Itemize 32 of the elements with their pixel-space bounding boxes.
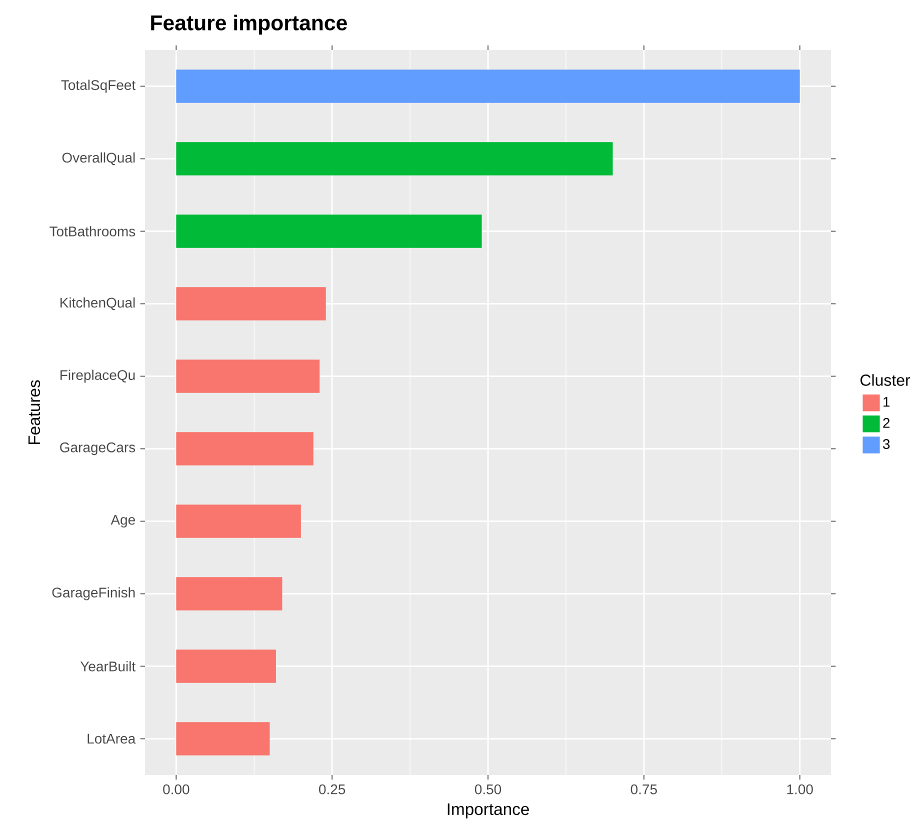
y-tick-label: OverallQual	[62, 152, 135, 166]
y-tick-label: LotArea	[88, 734, 136, 744]
legend-label: 3	[882, 439, 890, 450]
x-tick-label: 1.00	[787, 784, 813, 794]
y-tick-label: GarageCars	[60, 442, 136, 456]
bar	[176, 432, 314, 466]
y-tick-label: GarageFinish	[52, 587, 135, 600]
legend-label: 2	[883, 418, 890, 428]
legend-label: 1	[884, 397, 890, 407]
y-tick-label: TotBathrooms	[50, 226, 136, 236]
chart-title: Feature importance	[151, 14, 347, 35]
y-tick-label: TotalSqFeet	[61, 80, 136, 93]
bar	[176, 360, 320, 393]
x-tick-label: 0.50	[474, 784, 502, 794]
y-tick-label: KitchenQual	[60, 297, 135, 310]
y-tick-label: FireplaceQu	[60, 370, 135, 383]
x-tick-label: 0.75	[630, 784, 657, 794]
bar	[176, 287, 326, 320]
bar	[176, 142, 613, 176]
x-tick-label: 0.25	[319, 784, 346, 794]
bar	[176, 504, 301, 538]
bar	[176, 214, 482, 248]
x-tick-label: 0.00	[163, 784, 190, 794]
legend-title: Cluster	[860, 374, 910, 386]
y-axis-title: Features	[28, 380, 40, 444]
bar	[176, 70, 800, 103]
bar	[176, 650, 276, 683]
y-tick-label: Age	[110, 515, 135, 528]
x-axis-title: Importance	[448, 803, 529, 818]
bar	[176, 722, 270, 756]
y-tick-label: YearBuilt	[80, 661, 136, 672]
bar	[176, 577, 282, 610]
